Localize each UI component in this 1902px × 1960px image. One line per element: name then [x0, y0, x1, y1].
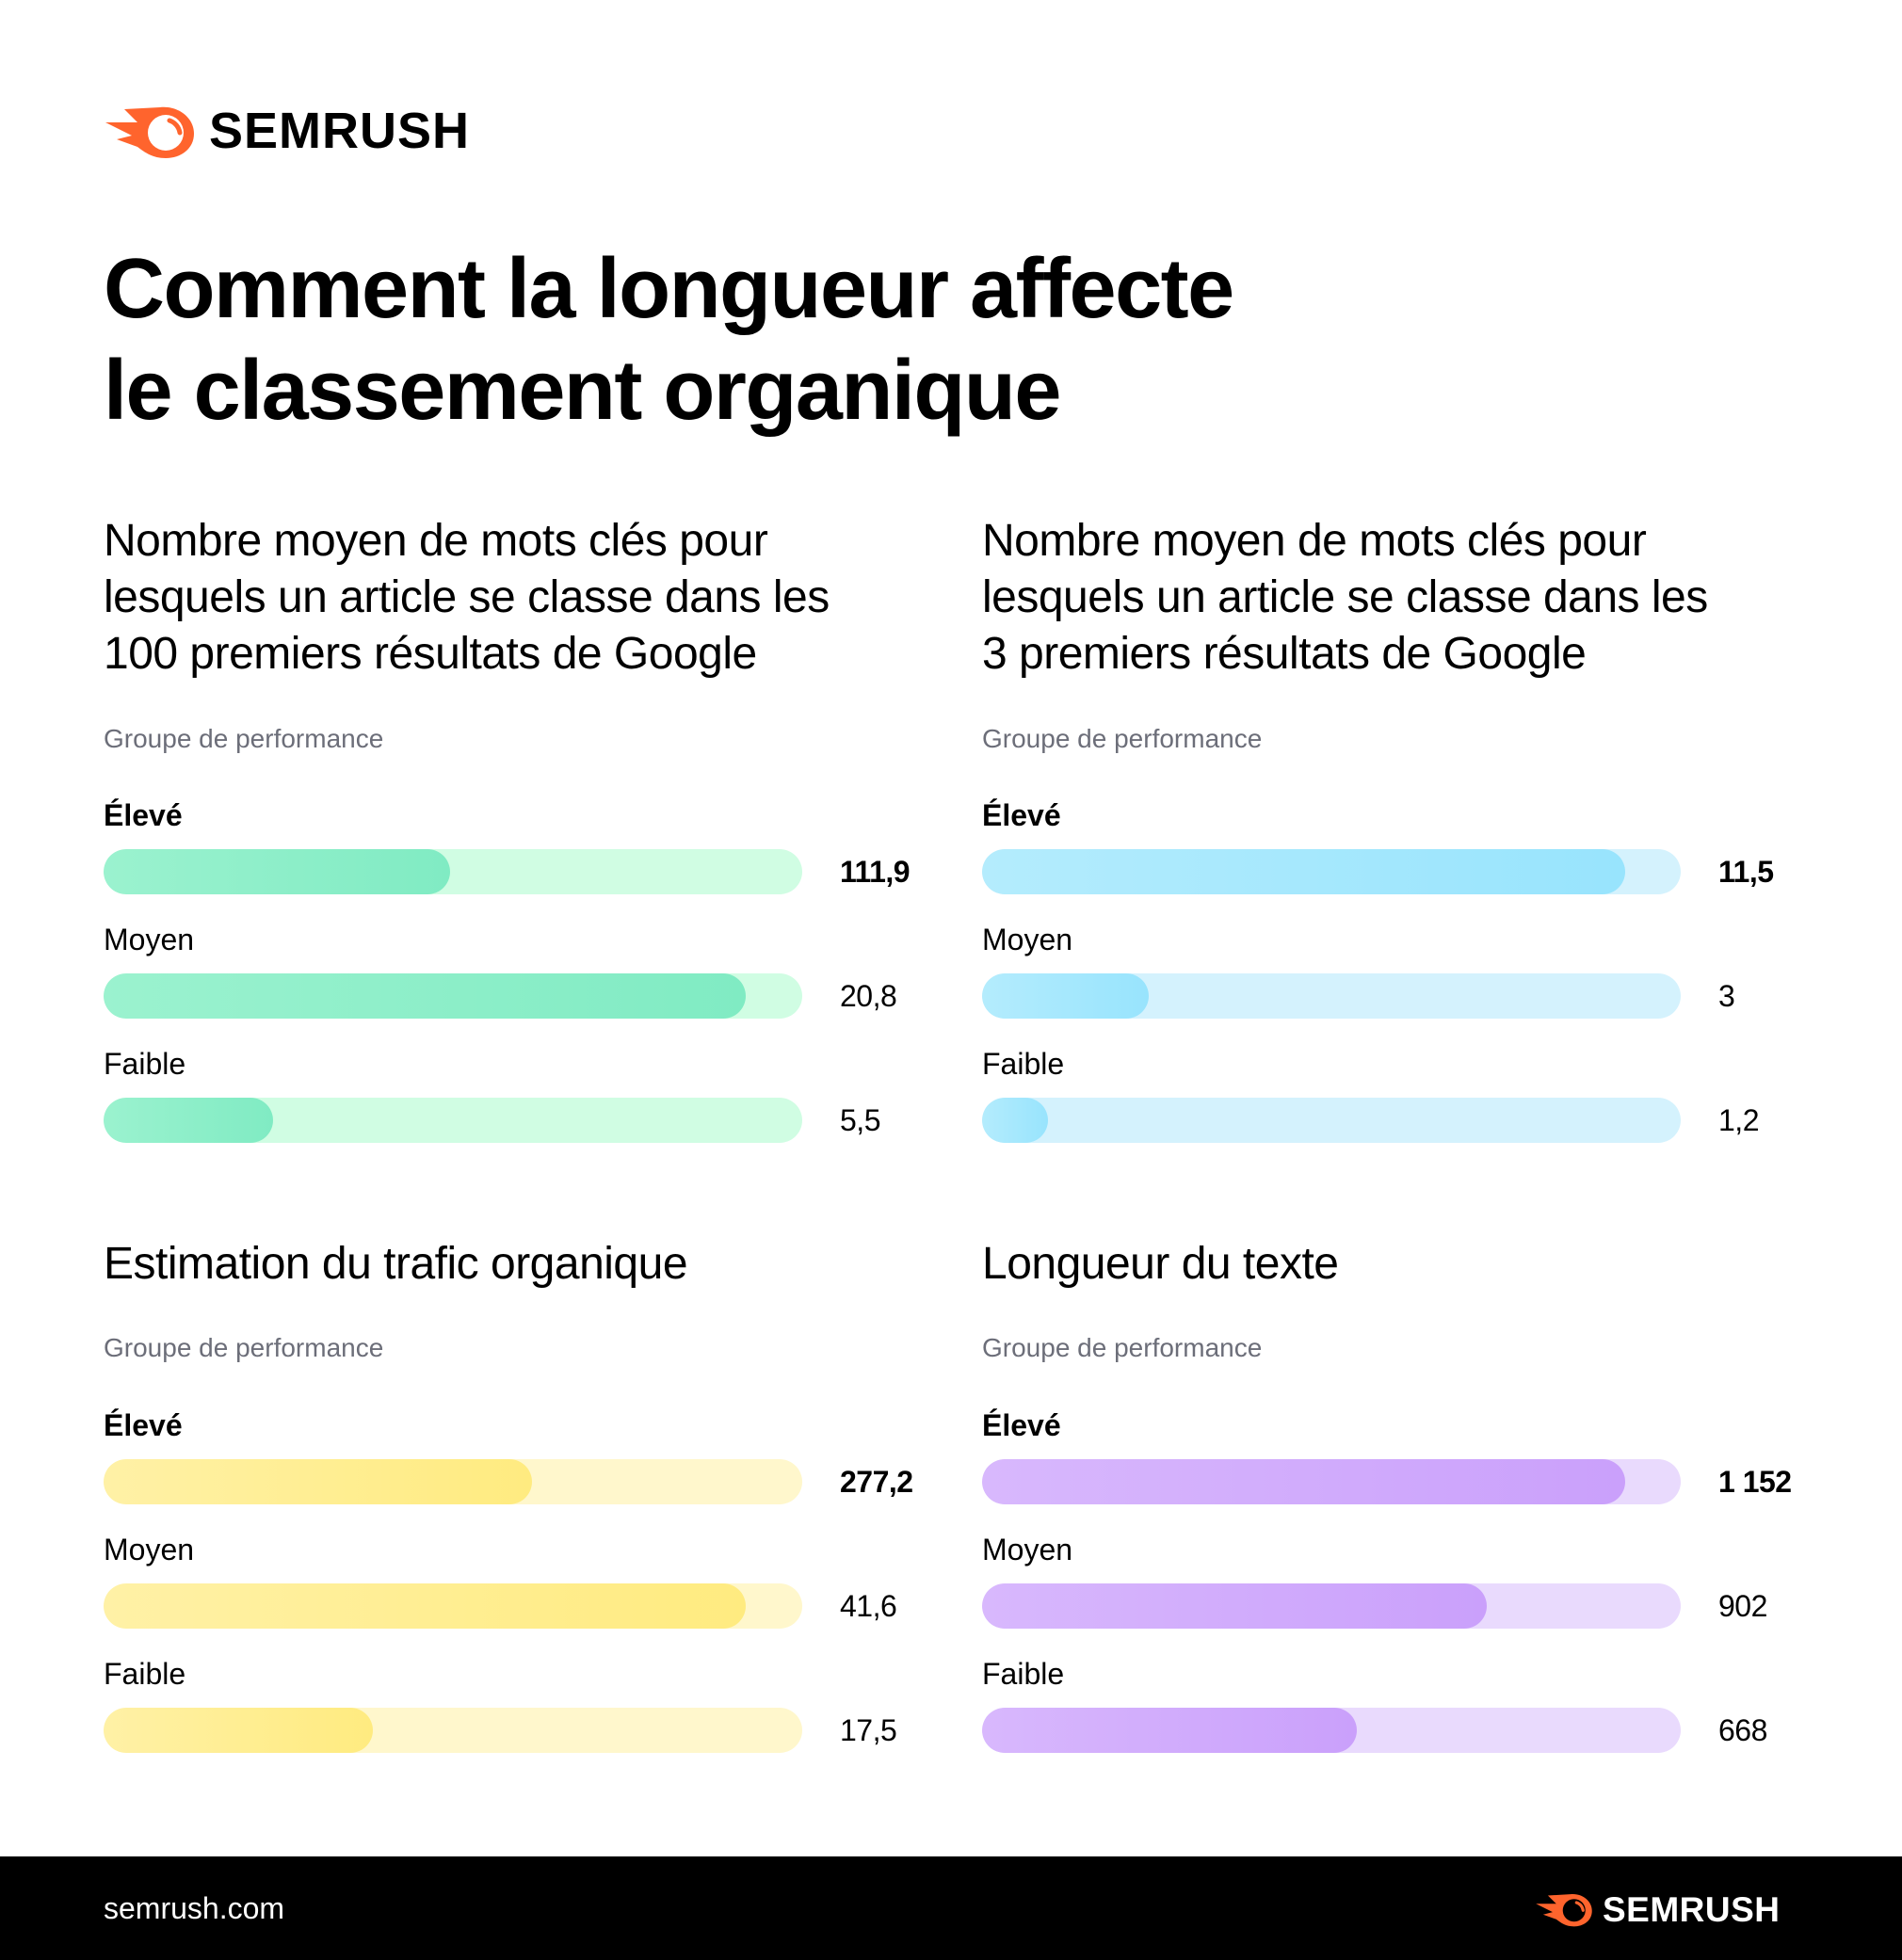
bar-fill-moyen: [982, 1583, 1487, 1629]
bar-fill-moyen: [104, 973, 746, 1019]
semrush-wordmark: SEMRUSH: [1603, 1889, 1781, 1929]
value-eleve: 111,9: [840, 855, 911, 889]
bar-fill-eleve: [104, 849, 451, 894]
footer-bar: semrush.com SEMRUSH: [0, 1856, 1902, 1960]
chart-keywords-top3: Nombre moyen de mots clés pour lesquels …: [982, 513, 1792, 1143]
heading-line: Nombre moyen de mots clés pour: [104, 516, 768, 566]
bar-track: [982, 1459, 1681, 1504]
value-eleve: 11,5: [1718, 855, 1774, 889]
value-faible: 668: [1718, 1713, 1767, 1747]
heading-line: Longueur du texte: [982, 1239, 1339, 1289]
row-label-eleve: Élevé: [104, 798, 183, 832]
bar-fill-eleve: [982, 1459, 1626, 1504]
row-label-moyen: Moyen: [982, 923, 1073, 956]
group-label: Groupe de performance: [982, 724, 1263, 753]
row-label-eleve: Élevé: [982, 1408, 1061, 1442]
bar-track: [104, 973, 802, 1019]
value-moyen: 41,6: [840, 1589, 897, 1623]
heading-line: 100 premiers résultats de Google: [104, 629, 757, 679]
footer-site-link[interactable]: semrush.com: [104, 1891, 285, 1925]
row-label-eleve: Élevé: [982, 798, 1061, 832]
chart-organic-traffic: Estimation du trafic organique Groupe de…: [104, 1236, 913, 1763]
bar-fill-faible: [982, 1708, 1358, 1753]
value-faible: 5,5: [840, 1103, 880, 1137]
semrush-logo: SEMRUSH: [104, 102, 470, 160]
bar-track: [104, 1098, 802, 1143]
bar-track: [982, 973, 1681, 1019]
bar-fill-eleve: [104, 1459, 532, 1504]
bar-fill-moyen: [104, 1583, 746, 1629]
semrush-wordmark: SEMRUSH: [209, 103, 471, 159]
bar-track: [982, 1098, 1681, 1143]
chart-heading: Estimation du trafic organique: [104, 1236, 913, 1293]
row-label-moyen: Moyen: [104, 1533, 195, 1566]
chart-heading: Longueur du texte: [982, 1236, 1792, 1293]
row-label-moyen: Moyen: [982, 1533, 1073, 1566]
title-line-2: le classement organique: [104, 344, 1061, 438]
heading-line: lesquels un article se classe dans les: [982, 572, 1708, 622]
row-label-faible: Faible: [104, 1657, 186, 1691]
value-moyen: 902: [1718, 1589, 1767, 1623]
semrush-comet-icon: [105, 106, 194, 158]
bar-track: [104, 1708, 802, 1753]
heading-line: lesquels un article se classe dans les: [104, 572, 830, 622]
bar-fill-eleve: [982, 849, 1626, 894]
group-label: Groupe de performance: [104, 1333, 384, 1362]
chart-heading: Nombre moyen de mots clés pour lesquels …: [982, 513, 1792, 683]
footer-logo: SEMRUSH: [1535, 1890, 1781, 1928]
title-line-1: Comment la longueur affecte: [104, 242, 1234, 336]
row-label-faible: Faible: [982, 1657, 1065, 1691]
value-eleve: 1 152: [1718, 1465, 1792, 1499]
bar-track: [982, 1708, 1681, 1753]
value-eleve: 277,2: [840, 1465, 913, 1499]
row-label-faible: Faible: [104, 1047, 186, 1081]
heading-line: 3 premiers résultats de Google: [982, 629, 1587, 679]
row-label-faible: Faible: [982, 1047, 1065, 1081]
bar-fill-moyen: [982, 973, 1150, 1019]
page-title: Comment la longueur affecte le classemen…: [104, 238, 1516, 442]
bar-track: [104, 1583, 802, 1629]
bar-track: [982, 1583, 1681, 1629]
bar-fill-faible: [104, 1098, 273, 1143]
heading-line: Nombre moyen de mots clés pour: [982, 516, 1647, 566]
bar-track: [982, 849, 1681, 894]
chart-text-length: Longueur du texte Groupe de performance …: [982, 1236, 1792, 1763]
bar-fill-faible: [104, 1708, 373, 1753]
value-faible: 1,2: [1718, 1103, 1759, 1137]
heading-line: Estimation du trafic organique: [104, 1239, 688, 1289]
bar-fill-faible: [982, 1098, 1049, 1143]
bar-track: [104, 849, 802, 894]
value-moyen: 20,8: [840, 979, 897, 1013]
semrush-comet-icon: [1536, 1894, 1592, 1927]
value-moyen: 3: [1718, 979, 1735, 1013]
chart-heading: Nombre moyen de mots clés pour lesquels …: [104, 513, 913, 683]
bar-track: [104, 1459, 802, 1504]
chart-keywords-top100: Nombre moyen de mots clés pour lesquels …: [104, 513, 913, 1143]
group-label: Groupe de performance: [982, 1333, 1263, 1362]
row-label-moyen: Moyen: [104, 923, 195, 956]
row-label-eleve: Élevé: [104, 1408, 183, 1442]
group-label: Groupe de performance: [104, 724, 384, 753]
value-faible: 17,5: [840, 1713, 897, 1747]
